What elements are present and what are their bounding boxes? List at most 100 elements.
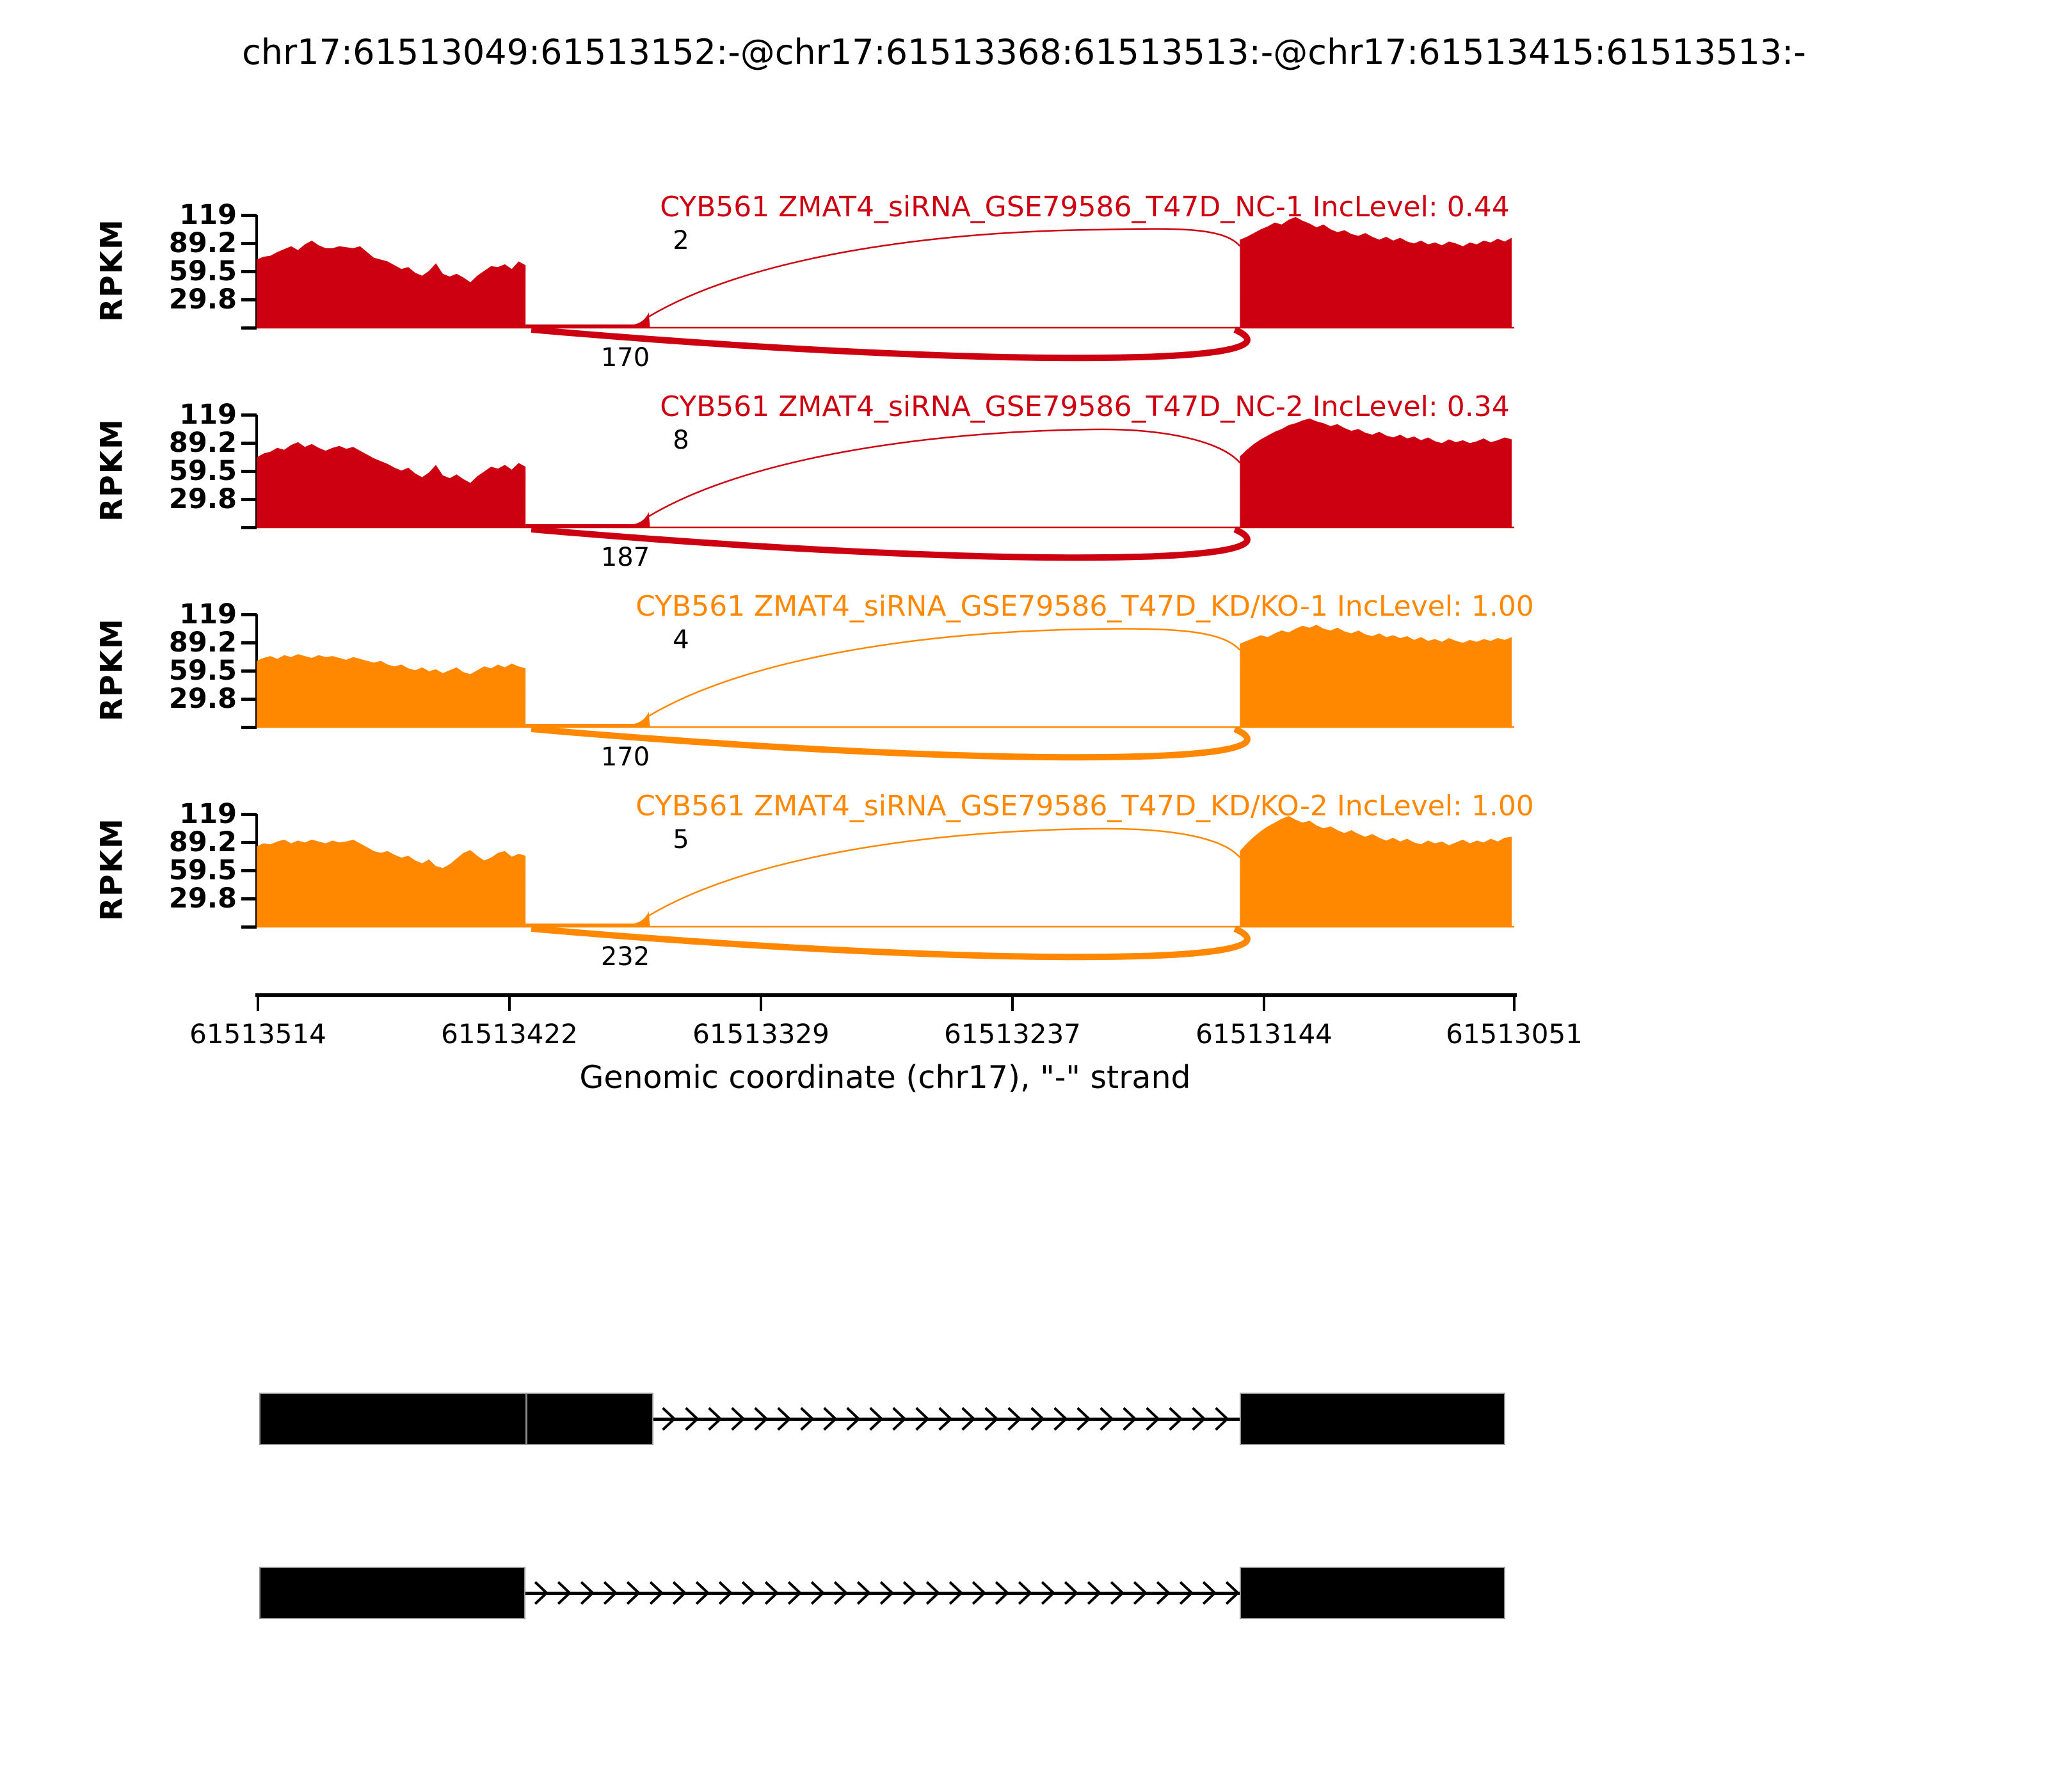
junction-count-inclusion: 2 xyxy=(664,226,698,255)
y-tick-label: 59.5 xyxy=(168,255,237,287)
y-tick xyxy=(241,470,257,473)
x-tick-label: 61513329 xyxy=(692,1018,829,1050)
x-tick-label: 61513237 xyxy=(944,1018,1081,1050)
coverage-plot xyxy=(257,418,1514,561)
y-tick xyxy=(241,442,257,445)
x-tick-label: 61513422 xyxy=(441,1018,578,1050)
x-tick xyxy=(508,997,511,1011)
y-tick-label: 29.8 xyxy=(168,883,237,915)
junction-arc-skipping xyxy=(531,326,1251,362)
low-coverage-strip xyxy=(525,924,648,927)
coverage-area-left-exon xyxy=(257,442,526,527)
x-axis-line xyxy=(255,993,1517,997)
coverage-area-right-exon xyxy=(1240,217,1512,328)
y-tick xyxy=(241,841,257,844)
x-tick xyxy=(1011,997,1014,1011)
junction-bump xyxy=(629,712,650,727)
y-tick-label: 29.8 xyxy=(168,284,237,316)
coverage-plot xyxy=(257,625,1514,761)
y-tick xyxy=(241,298,257,301)
junction-arc-inclusion xyxy=(646,828,1241,918)
junction-count-skipping: 170 xyxy=(591,742,659,772)
y-tick xyxy=(241,669,257,673)
y-tick xyxy=(241,641,257,644)
y-tick-label: 89.2 xyxy=(168,227,237,259)
junction-count-inclusion: 5 xyxy=(664,825,698,854)
sashimi-track: CYB561 ZMAT4_siRNA_GSE79586_T47D_NC-2 In… xyxy=(0,367,2048,582)
y-tick xyxy=(241,925,257,929)
y-tick-label: 119 xyxy=(179,598,237,630)
junction-count-inclusion: 8 xyxy=(664,426,698,455)
junction-arc-inclusion xyxy=(646,228,1241,319)
y-tick xyxy=(241,242,257,245)
coverage-area-left-exon xyxy=(257,240,526,328)
exon-box xyxy=(1240,1567,1505,1619)
track-title: CYB561 ZMAT4_siRNA_GSE79586_T47D_NC-2 In… xyxy=(660,390,1510,423)
junction-bump xyxy=(629,911,650,927)
x-tick xyxy=(760,997,762,1011)
coverage-area-right-exon xyxy=(1240,816,1512,927)
y-tick xyxy=(241,214,257,217)
x-tick-label: 61513144 xyxy=(1196,1018,1332,1050)
coverage-plot xyxy=(257,217,1514,362)
low-coverage-strip xyxy=(525,524,648,527)
y-tick-label: 89.2 xyxy=(168,627,237,659)
junction-arc-inclusion xyxy=(646,428,1241,518)
x-tick xyxy=(257,997,259,1011)
y-tick-label: 59.5 xyxy=(168,854,237,886)
y-tick xyxy=(241,726,257,729)
y-tick xyxy=(241,869,257,872)
junction-count-skipping: 170 xyxy=(591,343,659,372)
coverage-area-left-exon xyxy=(257,654,526,727)
x-tick-label: 61513051 xyxy=(1446,1018,1583,1050)
exon-box xyxy=(1240,1393,1505,1445)
sashimi-track: CYB561 ZMAT4_siRNA_GSE79586_T47D_KD/KO-2… xyxy=(0,767,2048,981)
y-tick xyxy=(241,897,257,900)
junction-bump xyxy=(629,512,650,527)
sashimi-track: CYB561 ZMAT4_siRNA_GSE79586_T47D_NC-1 In… xyxy=(0,168,2048,382)
y-tick-label: 59.5 xyxy=(168,655,237,687)
junction-arc-skipping xyxy=(531,925,1251,961)
intron-line xyxy=(525,1592,1240,1595)
junction-bump xyxy=(629,312,650,328)
junction-count-inclusion: 4 xyxy=(664,625,698,655)
y-tick xyxy=(241,498,257,501)
exon-box xyxy=(259,1567,526,1619)
coverage-area-right-exon xyxy=(1240,418,1512,527)
x-tick-label: 61513514 xyxy=(189,1018,326,1050)
y-tick-label: 119 xyxy=(179,199,237,231)
coverage-area-right-exon xyxy=(1240,625,1512,727)
x-axis-title: Genomic coordinate (chr17), "-" strand xyxy=(579,1059,1191,1096)
y-tick-label: 89.2 xyxy=(168,826,237,858)
intron-line xyxy=(653,1418,1240,1421)
low-coverage-strip xyxy=(525,324,648,328)
track-title: CYB561 ZMAT4_siRNA_GSE79586_T47D_NC-1 In… xyxy=(660,191,1510,223)
y-tick xyxy=(241,326,257,330)
junction-count-skipping: 232 xyxy=(591,942,659,972)
y-tick xyxy=(241,526,257,529)
y-tick xyxy=(241,270,257,273)
coverage-plot xyxy=(257,816,1514,961)
coverage-area-left-exon xyxy=(257,839,526,927)
exon-seam xyxy=(525,1394,528,1444)
y-tick-label: 119 xyxy=(179,798,237,830)
x-tick xyxy=(1513,997,1516,1011)
junction-arc-skipping xyxy=(531,726,1251,761)
y-tick-label: 89.2 xyxy=(168,427,237,459)
junction-count-skipping: 187 xyxy=(591,543,659,572)
sashimi-track: CYB561 ZMAT4_siRNA_GSE79586_T47D_KD/KO-1… xyxy=(0,567,2048,781)
track-title: CYB561 ZMAT4_siRNA_GSE79586_T47D_KD/KO-1… xyxy=(636,590,1534,623)
y-tick-label: 59.5 xyxy=(168,455,237,487)
exon-box xyxy=(259,1393,653,1445)
y-tick-label: 29.8 xyxy=(168,483,237,515)
y-tick xyxy=(241,613,257,616)
junction-arc-inclusion xyxy=(646,628,1241,718)
y-tick xyxy=(241,813,257,816)
track-title: CYB561 ZMAT4_siRNA_GSE79586_T47D_KD/KO-2… xyxy=(636,790,1534,822)
y-tick-label: 29.8 xyxy=(168,683,237,715)
x-tick xyxy=(1263,997,1265,1011)
y-tick-label: 119 xyxy=(179,399,237,431)
y-tick xyxy=(241,413,257,417)
junction-arc-skipping xyxy=(531,526,1251,561)
y-tick xyxy=(241,698,257,701)
